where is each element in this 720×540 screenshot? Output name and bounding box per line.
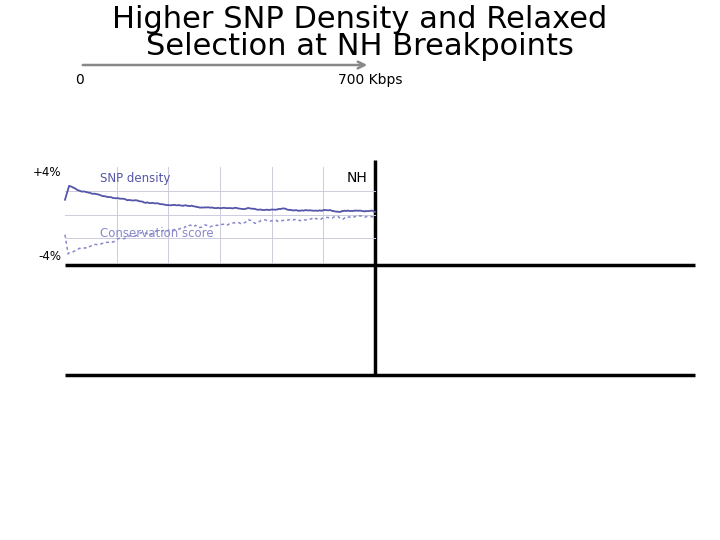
Text: Higher SNP Density and Relaxed: Higher SNP Density and Relaxed [112, 5, 608, 34]
Text: 700 Kbps: 700 Kbps [338, 73, 402, 87]
Text: Selection at NH Breakpoints: Selection at NH Breakpoints [146, 32, 574, 61]
Text: SNP density: SNP density [100, 172, 171, 185]
Text: 0: 0 [76, 73, 84, 87]
Text: -4%: -4% [38, 250, 61, 263]
Text: NH: NH [346, 171, 367, 185]
Text: +4%: +4% [32, 166, 61, 179]
Text: Conservation score: Conservation score [100, 227, 214, 240]
